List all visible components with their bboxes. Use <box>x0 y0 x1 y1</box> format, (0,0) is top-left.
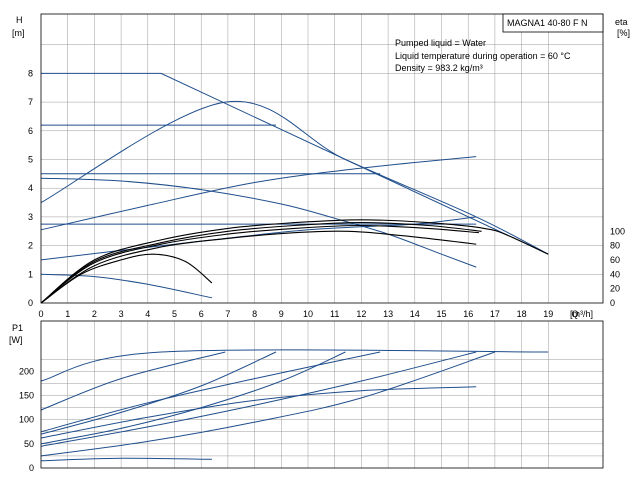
x-tick-label: 18 <box>517 309 527 319</box>
head-y-tick-label: 7 <box>28 97 33 107</box>
head-series-line <box>40 273 213 299</box>
power-series-line <box>40 349 549 382</box>
x-tick-label: 1 <box>65 309 70 319</box>
note-density: Density = 983.2 kg/m³ <box>395 63 483 73</box>
head-y-tick-label: 6 <box>28 126 33 136</box>
power-y-tick-label: 0 <box>29 463 34 473</box>
power-panel: 0 50 100 150 200 P1 [W] <box>9 320 604 473</box>
power-axis-unit: [W] <box>9 335 23 345</box>
power-plot-frame <box>40 320 604 469</box>
head-series-line <box>40 253 213 304</box>
eta-tick-label: 60 <box>610 255 620 265</box>
power-series-line <box>40 351 496 457</box>
x-tick-label: 16 <box>463 309 473 319</box>
head-series-line <box>40 222 482 304</box>
eta-tick-labels: 0 20 40 60 80 100 <box>610 226 625 308</box>
x-tick-label: 13 <box>383 309 393 319</box>
x-tick-label: 19 <box>543 309 553 319</box>
product-label-box <box>502 13 604 33</box>
eta-tick-label: 100 <box>610 226 625 236</box>
power-series-line <box>40 351 226 411</box>
x-tick-label: 6 <box>199 309 204 319</box>
head-x-tick-labels: 0 1 2 3 4 5 6 7 8 9 10 11 12 13 14 15 16 17 18 19 Q <box>38 309 578 319</box>
power-y-tick-labels: 0 50 100 150 200 <box>19 366 34 473</box>
head-axis-unit: [m] <box>12 28 25 38</box>
head-series-line <box>40 100 549 255</box>
head-grid <box>41 14 603 303</box>
head-y-tick-label: 3 <box>28 212 33 222</box>
power-series-line <box>40 351 346 445</box>
head-y-tick-label: 4 <box>28 183 33 193</box>
x-tick-label: 17 <box>490 309 500 319</box>
x-tick-label: 9 <box>279 309 284 319</box>
eta-axis-label: eta <box>615 17 628 27</box>
note-pumped-liquid: Pumped liquid = Water <box>395 38 486 48</box>
x-tick-label: 4 <box>145 309 150 319</box>
x-tick-label: 12 <box>356 309 366 319</box>
power-y-tick-label: 50 <box>24 439 34 449</box>
power-grid <box>41 321 603 468</box>
head-series-line <box>40 224 479 304</box>
power-y-tick-label: 200 <box>19 366 34 376</box>
power-axis-label: P1 <box>12 323 23 333</box>
eta-tick-label: 0 <box>610 298 615 308</box>
x-tick-label: 5 <box>172 309 177 319</box>
head-y-tick-label: 0 <box>28 298 33 308</box>
note-liquid-temperature: Liquid temperature during operation = 60… <box>395 51 571 61</box>
power-y-tick-label: 100 <box>19 415 34 425</box>
x-tick-label: Q <box>571 309 578 319</box>
head-plot-frame <box>40 13 604 304</box>
eta-tick-label: 80 <box>610 241 620 251</box>
power-series-line <box>40 457 212 462</box>
head-series-line <box>40 219 549 304</box>
head-panel: 0 1 2 3 4 5 6 7 8 9 10 11 12 13 14 15 16 17 18 19 Q 01234567… <box>12 13 630 319</box>
head-axis-label: H <box>16 15 23 25</box>
eta-tick-label: 40 <box>610 269 620 279</box>
x-tick-label: 3 <box>119 309 124 319</box>
x-tick-label: 10 <box>303 309 313 319</box>
head-y-tick-labels: 0 1 2 3 4 5 6 7 8 <box>28 68 33 308</box>
head-series-line <box>40 216 477 261</box>
head-series-line <box>40 230 477 304</box>
x-tick-label: 2 <box>92 309 97 319</box>
x-tick-label: 8 <box>252 309 257 319</box>
head-series-line <box>40 156 477 231</box>
x-tick-label: 7 <box>225 309 230 319</box>
head-series <box>40 72 549 304</box>
x-axis-unit: [m³/h] <box>570 309 593 319</box>
eta-axis-unit: [%] <box>617 28 630 38</box>
head-series-line <box>41 72 549 255</box>
power-series <box>40 349 549 462</box>
x-tick-label: 14 <box>410 309 420 319</box>
eta-tick-label: 20 <box>610 284 620 294</box>
head-y-tick-label: 8 <box>28 68 33 78</box>
x-tick-label: 11 <box>330 309 339 319</box>
product-label: MAGNA1 40-80 F N <box>507 18 588 28</box>
head-y-tick-label: 1 <box>28 269 33 279</box>
head-y-tick-label: 2 <box>28 241 33 251</box>
head-series-line <box>40 177 477 268</box>
head-y-tick-label: 5 <box>28 155 33 165</box>
power-series-line <box>40 386 477 439</box>
x-tick-label: 15 <box>436 309 446 319</box>
x-tick-label: 0 <box>38 309 43 319</box>
power-y-tick-label: 150 <box>19 391 34 401</box>
power-series-line <box>40 351 381 433</box>
power-series-line <box>40 351 477 447</box>
